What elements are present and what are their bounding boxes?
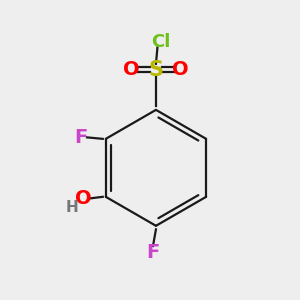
Text: H: H: [66, 200, 79, 215]
Text: O: O: [75, 189, 92, 208]
Text: F: F: [146, 243, 160, 262]
Text: F: F: [74, 128, 87, 147]
Text: O: O: [123, 60, 140, 79]
Text: S: S: [148, 60, 164, 80]
Text: O: O: [172, 60, 189, 79]
Text: Cl: Cl: [151, 32, 170, 50]
